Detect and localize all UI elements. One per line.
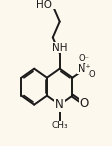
Text: O: O bbox=[79, 97, 88, 110]
Text: CH₃: CH₃ bbox=[51, 121, 67, 130]
Text: O: O bbox=[88, 70, 95, 79]
Text: N⁺: N⁺ bbox=[77, 64, 89, 74]
Text: N: N bbox=[55, 98, 64, 111]
Text: HO: HO bbox=[36, 0, 51, 10]
Text: NH: NH bbox=[52, 42, 67, 53]
Text: O⁻: O⁻ bbox=[78, 54, 89, 63]
